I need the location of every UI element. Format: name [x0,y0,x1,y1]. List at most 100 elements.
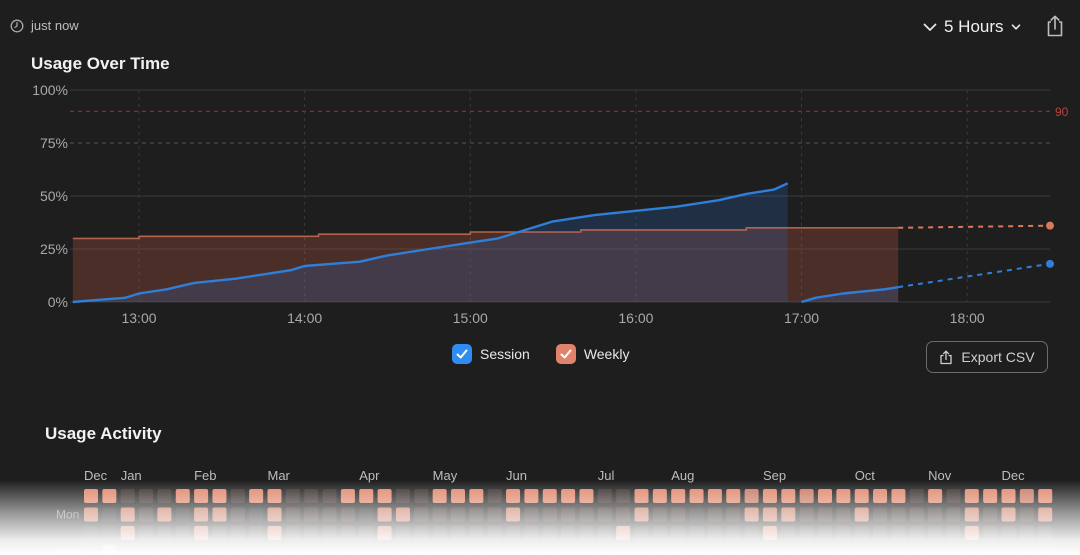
activity-cell [340,507,355,522]
activity-cell [194,526,209,540]
y-tick-label: 25% [40,241,68,257]
export-csv-button[interactable]: Export CSV [926,341,1048,373]
activity-cell [744,489,759,503]
top-bar: just now 5 Hours [0,0,1080,52]
activity-cell [652,489,667,503]
session-area [72,183,788,302]
activity-cell [854,544,869,555]
activity-cell [928,489,943,503]
session-projection-point [1046,259,1054,268]
activity-cell [157,489,172,503]
legend-session-toggle[interactable]: Session [452,344,530,364]
activity-cell [854,526,869,540]
activity-cell [120,489,135,503]
month-label: Jan [121,468,142,483]
activity-cell [836,507,851,522]
activity-cell [175,489,190,503]
activity-cell [781,544,796,555]
activity-cell [304,526,319,540]
activity-cell [524,544,539,555]
legend-weekly-toggle[interactable]: Weekly [555,344,629,364]
activity-cell [322,544,337,555]
activity-cell [175,507,190,522]
activity-cell [285,544,300,555]
activity-cell [487,507,502,522]
activity-cell [285,489,300,503]
activity-cell [579,526,594,540]
activity-cell [359,526,374,540]
activity-cell [1038,507,1053,522]
activity-cell [1019,544,1034,555]
activity-cell [432,544,447,555]
usage-activity-heatmap: Dec Jan Feb Mar Apr May Jun Jul Aug Sep Oct Nov Dec M… [56,468,1053,555]
activity-cell [873,507,888,522]
activity-cell [524,526,539,540]
activity-cell [799,526,814,540]
activity-cell [377,544,392,555]
activity-cell [340,544,355,555]
activity-cell [1019,507,1034,522]
activity-cell [873,544,888,555]
activity-cell [120,544,135,555]
activity-cell [451,544,465,555]
activity-cell [414,544,429,555]
weekly-checkbox[interactable] [555,344,576,364]
activity-cell [542,544,557,555]
activity-cell [964,544,979,555]
share-icon[interactable] [1044,14,1066,38]
activity-cell [102,526,117,540]
activity-cell [909,544,924,555]
activity-cell [744,507,759,522]
last-updated-label: just now [31,18,79,33]
checkmark-icon [456,349,468,359]
weekly-projection [898,224,1051,229]
activity-cell [634,489,649,503]
activity-cell [102,489,117,503]
activity-cell [946,544,961,555]
activity-cell [139,526,154,540]
clock-icon [10,19,24,33]
day-label: Mon [56,508,79,522]
chevron-down-icon[interactable] [922,19,938,35]
session-line [72,182,789,304]
activity-cell [212,544,227,555]
activity-cell [487,489,502,503]
activity-cell [799,544,814,555]
activity-cell [579,489,594,503]
session-line [801,286,899,304]
activity-cell [707,507,722,522]
time-range-label[interactable]: 5 Hours [944,17,1004,36]
activity-cell [634,507,649,522]
activity-cell [414,489,429,503]
activity-cell [322,526,337,540]
activity-cell [689,489,704,503]
month-label: Dec [84,468,108,483]
activity-cell [506,507,521,522]
activity-cell [726,526,741,540]
x-tick-label: 15:00 [453,310,488,326]
chevron-down-small-icon[interactable] [1010,21,1022,33]
x-tick-label: 16:00 [618,310,653,326]
activity-cell [891,489,906,503]
activity-cell [451,489,465,503]
activity-cell [689,526,704,540]
activity-cell [230,544,245,555]
month-label: Dec [1002,468,1026,483]
activity-cell [671,489,686,503]
activity-cell [707,489,722,503]
activity-cell [909,507,924,522]
activity-cell [854,507,869,522]
session-checkbox[interactable] [452,344,472,364]
activity-cell [359,507,374,522]
month-label: May [433,468,458,483]
activity-cell [928,526,943,540]
export-csv-label[interactable]: Export CSV [961,349,1035,365]
activity-cell [249,544,264,555]
activity-cell [744,526,759,540]
activity-cell [340,489,355,503]
activity-cell [1019,489,1034,503]
time-range-select[interactable]: 5 Hours [922,15,1022,39]
activity-cell [395,507,410,522]
activity-cell [84,526,98,540]
checkmark-icon [560,349,572,359]
